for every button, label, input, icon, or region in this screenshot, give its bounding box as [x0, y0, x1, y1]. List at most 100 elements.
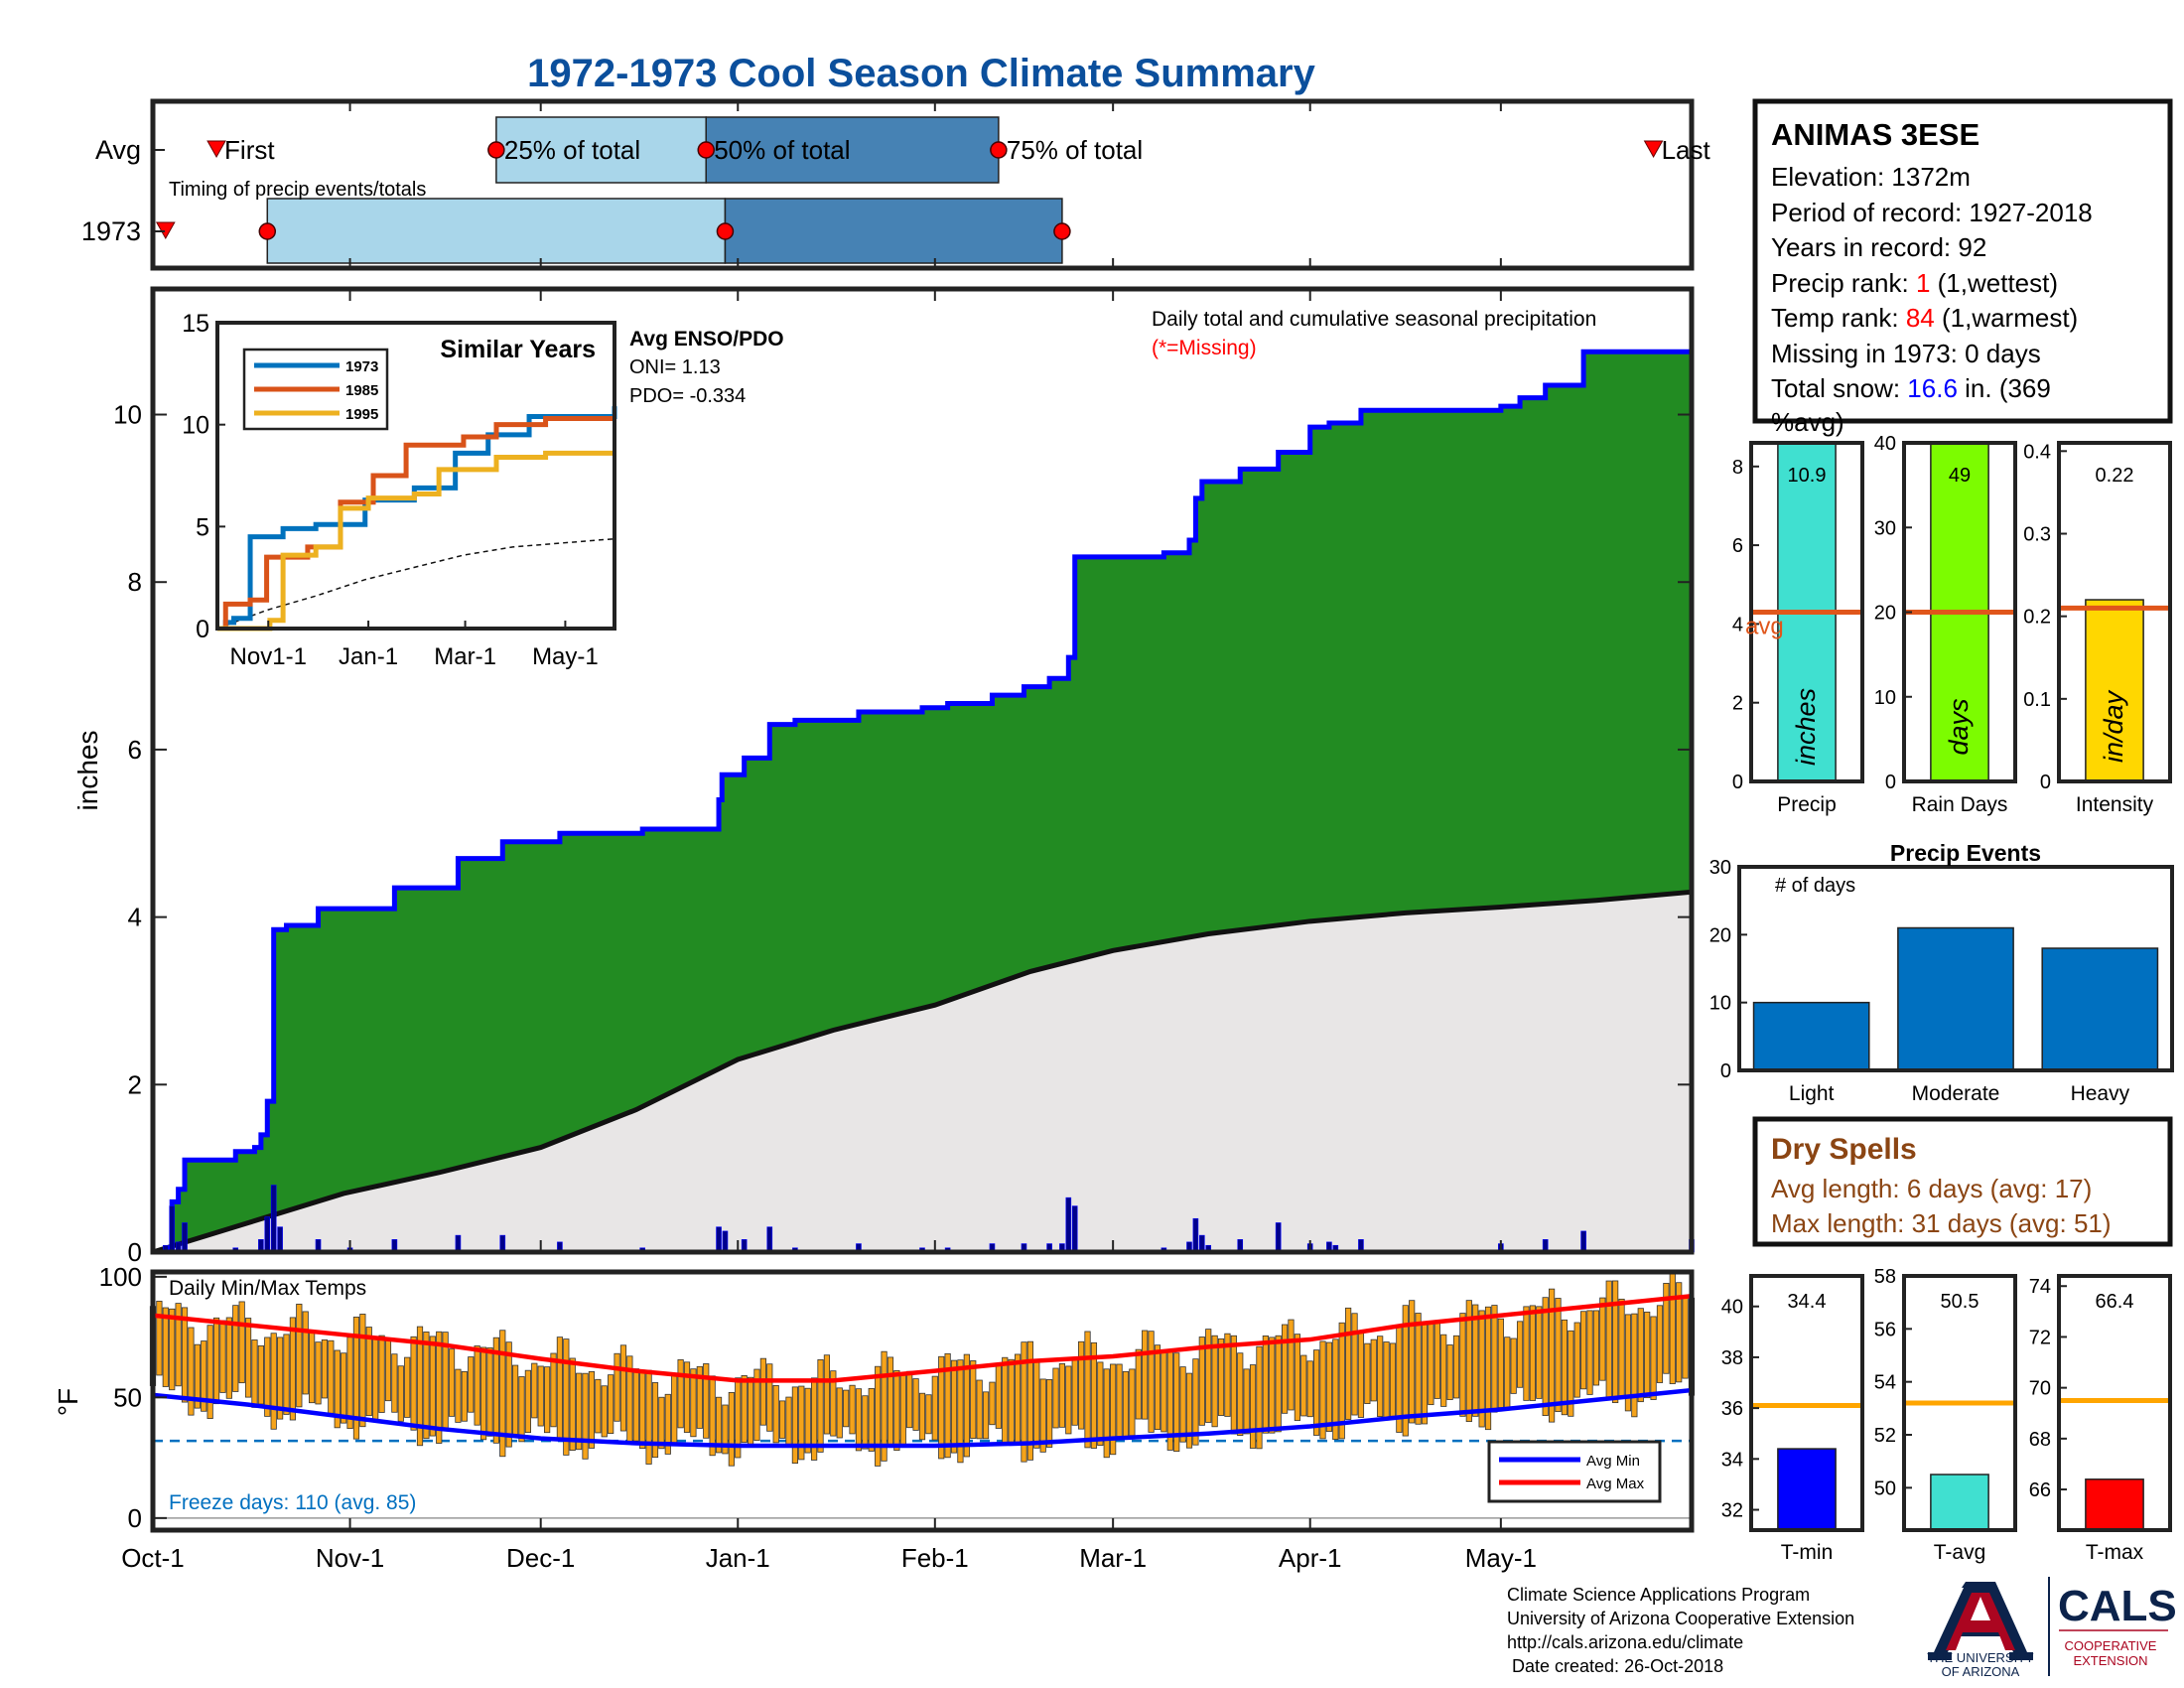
precip-ytick-label-1-0: 0 — [1885, 772, 1896, 793]
daily-temp-bar-14 — [238, 1301, 245, 1384]
daily-temp-bar-11 — [219, 1320, 226, 1393]
tempbar-ytick-label-1-2: 54 — [1874, 1372, 1896, 1394]
temp-frame — [150, 1269, 1695, 1533]
daily-temp-bar-145 — [1071, 1359, 1078, 1426]
daily-temp-bar-126 — [950, 1359, 958, 1454]
daily-temp-bar-199 — [1415, 1313, 1422, 1425]
daily-temp-bar-63 — [550, 1352, 557, 1428]
inset-xtick-label-1: Jan-1 — [339, 643, 398, 670]
inset-average-line — [216, 537, 615, 630]
daily-temp-bar-37 — [384, 1337, 392, 1402]
legend-avg-max: Avg Max — [1586, 1476, 1645, 1492]
daily-temp-bar-80 — [658, 1396, 665, 1450]
tempbar-frame-1 — [1902, 1274, 2017, 1532]
precip-value-2: 0.22 — [2096, 465, 2134, 487]
precip-label-2: Intensity — [2076, 793, 2154, 816]
coop-line-2: EXTENSION — [2073, 1653, 2147, 1668]
daily-temp-bar-150 — [1103, 1368, 1110, 1459]
daily-temp-bar-69 — [588, 1371, 596, 1449]
daily-temp-bar-91 — [728, 1392, 735, 1467]
daily-precip-bar-8 — [277, 1226, 283, 1253]
precip-ytick-label-1: 2 — [128, 1069, 142, 1099]
tempbar-label-0: T-min — [1781, 1541, 1834, 1564]
daily-temp-bar-233 — [1631, 1313, 1638, 1418]
events-ytick-label-3: 30 — [1709, 857, 1731, 879]
events-title: Precip Events — [1890, 840, 2041, 866]
x-axis-date-labels: Oct-1 Nov-1 Dec-1 Jan-1 Feb-1 Mar-1 Apr-1 May-1 — [121, 1543, 1537, 1573]
daily-temp-bar-197 — [1402, 1305, 1409, 1437]
daily-temp-bar-102 — [798, 1385, 805, 1461]
daily-temp-bar-125 — [944, 1352, 951, 1459]
inset-series-1995 — [217, 450, 614, 632]
daily-temp-bar-172 — [1243, 1368, 1250, 1435]
daily-temp-bar-97 — [766, 1363, 773, 1432]
university-logo: THE UNIVERSITY OF ARIZONA CALS COOPERATI… — [1927, 1577, 2177, 1679]
events-frame — [1737, 865, 2174, 1072]
timing-1973-p25-marker — [258, 222, 277, 240]
station-period: Period of record: 1927-2018 — [1771, 198, 2093, 227]
timing-avg-p75-marker — [990, 141, 1008, 159]
daily-temp-bar-216 — [1523, 1306, 1530, 1401]
daily-temp-bar-189 — [1351, 1313, 1358, 1416]
daily-temp-bar-210 — [1484, 1306, 1492, 1431]
daily-temp-bar-149 — [1097, 1361, 1104, 1446]
daily-temp-bar-55 — [499, 1330, 506, 1458]
inset-series-1985 — [217, 416, 614, 632]
daily-temp-bar-240 — [1676, 1282, 1683, 1383]
tempbar-label-2: T-max — [2086, 1541, 2144, 1564]
station-missing: Missing in 1973: 0 days — [1771, 339, 2041, 368]
daily-temp-bar-224 — [1573, 1322, 1580, 1398]
event-bar-moderate — [1897, 926, 2014, 1071]
daily-temp-bar-164 — [1192, 1358, 1199, 1446]
precip-ytick-label-2-2: 0.2 — [2023, 607, 2051, 629]
daily-temp-bar-20 — [276, 1336, 284, 1420]
avg-min-line — [152, 1387, 1693, 1449]
daily-temp-bar-204 — [1446, 1344, 1453, 1400]
daily-temp-bar-40 — [404, 1356, 411, 1418]
daily-temp-bar-106 — [823, 1354, 831, 1435]
daily-temp-bar-225 — [1580, 1311, 1587, 1390]
daily-temp-bar-8 — [201, 1340, 207, 1412]
tempbar-frame-2 — [2057, 1274, 2172, 1532]
daily-temp-bar-119 — [906, 1370, 913, 1429]
daily-temp-bar-183 — [1313, 1349, 1320, 1436]
enso-oni: ONI= 1.13 — [629, 356, 721, 378]
daily-temp-bar-21 — [283, 1334, 290, 1415]
daily-temp-bar-57 — [511, 1364, 519, 1438]
precip-unit-2: in/day — [2099, 689, 2128, 763]
tempbar-ytick-label-2-4: 74 — [2029, 1276, 2051, 1298]
daily-temp-bar-142 — [1052, 1367, 1059, 1429]
x-date-label-1: Nov-1 — [316, 1543, 384, 1573]
daily-temp-bar-6 — [188, 1327, 195, 1416]
daily-temp-bar-98 — [772, 1384, 779, 1444]
daily-temp-bar-228 — [1599, 1297, 1606, 1381]
daily-temp-bar-79 — [651, 1382, 659, 1459]
average-precip-area — [153, 892, 1692, 1252]
x-date-label-5: Mar-1 — [1079, 1543, 1147, 1573]
daily-precip-bar-17 — [722, 1230, 729, 1253]
events-ytick-label-0: 0 — [1720, 1060, 1731, 1082]
daily-temp-bar-181 — [1300, 1354, 1307, 1417]
precip-ytick-label-1-3: 30 — [1874, 517, 1896, 539]
daily-temp-bar-212 — [1497, 1318, 1504, 1408]
daily-temp-bar-180 — [1294, 1334, 1300, 1421]
daily-temp-bar-153 — [1122, 1370, 1130, 1438]
daily-temp-bar-94 — [747, 1376, 754, 1446]
daily-temp-bar-72 — [608, 1374, 614, 1435]
daily-temp-bar-235 — [1644, 1311, 1651, 1399]
x-date-label-6: Apr-1 — [1279, 1543, 1342, 1573]
daily-temp-bar-167 — [1211, 1335, 1218, 1428]
daily-temp-bar-144 — [1065, 1365, 1072, 1435]
precip-ytick-label-0-3: 6 — [1732, 535, 1743, 557]
daily-temp-bar-156 — [1142, 1330, 1149, 1420]
daily-temp-bar-105 — [817, 1359, 824, 1453]
daily-temp-bar-195 — [1389, 1342, 1397, 1417]
daily-temp-bar-114 — [875, 1365, 882, 1467]
station-elevation: Elevation: 1372m — [1771, 162, 1971, 192]
daily-temp-bar-31 — [346, 1336, 353, 1430]
temp-title: Daily Min/Max Temps — [169, 1277, 366, 1300]
inset-ytick-label-3: 15 — [182, 310, 209, 338]
tempbar-ytick-label-1-0: 50 — [1874, 1477, 1896, 1499]
timing-1973-q1-q2-box — [266, 198, 727, 264]
legend-avg-min: Avg Min — [1586, 1453, 1640, 1470]
